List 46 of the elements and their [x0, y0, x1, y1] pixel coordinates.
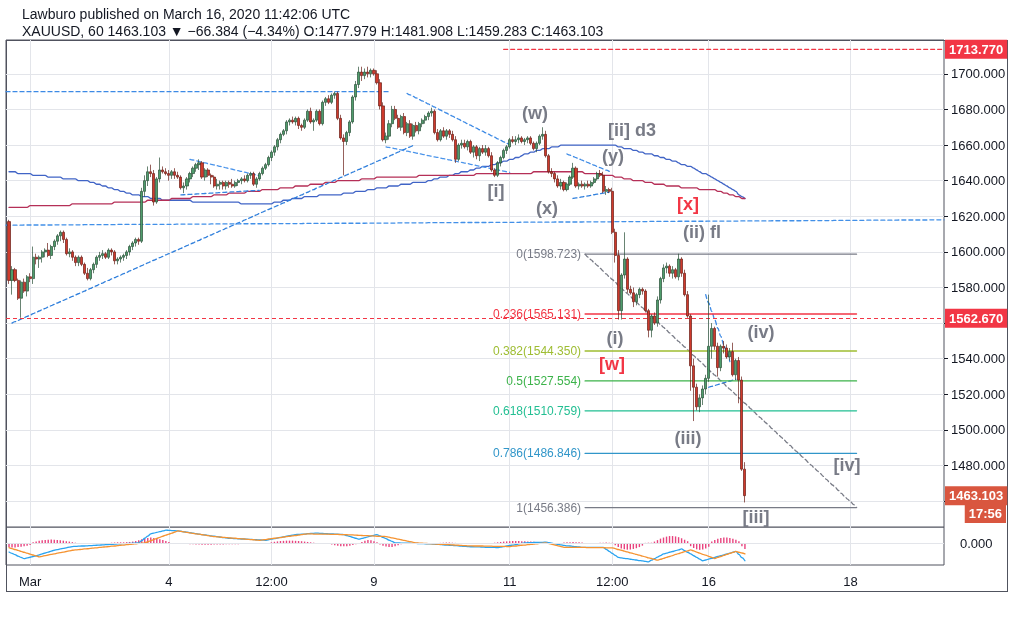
- annotation: (ii) fl: [683, 222, 721, 242]
- x-tick-label: 4: [165, 574, 173, 589]
- y-tick-label: 1660.000: [951, 137, 1006, 153]
- series-label: 0.786(1486.846): [493, 446, 582, 461]
- series-label: 0.618(1510.759): [493, 403, 582, 418]
- y-tick-label: 1620.000: [951, 208, 1006, 224]
- annotation: [i]: [487, 181, 505, 201]
- annotation: (iv): [747, 322, 775, 342]
- chart-title: Lawburo published on March 16, 2020 11:42:06 UTC: [22, 6, 351, 22]
- y-tick-label: 1640.000: [951, 173, 1006, 189]
- y-tick-label: 1540.000: [951, 351, 1006, 367]
- y-tick-label: 1500.000: [951, 422, 1006, 438]
- annotation: (x): [536, 198, 558, 218]
- ref-line-label: 0.000: [960, 535, 993, 551]
- chart-subtitle: XAUUSD, 60 1463.103 ▼ −66.384 (−4.34%) O:1477.979 H:1481.908 L:1459.283 C:1463.103: [22, 23, 604, 39]
- annotation: [ii] d3: [608, 120, 656, 140]
- x-tick-label: 16: [701, 574, 716, 589]
- text: 1463.103: [949, 488, 1004, 504]
- ref-line-label: 1562.670: [949, 310, 1004, 326]
- annotation: (iii): [674, 428, 702, 448]
- x-tick-label: 12:00: [255, 574, 288, 589]
- series-label: 0.5(1527.554): [506, 373, 582, 388]
- x-tick-label: Mar: [18, 574, 42, 589]
- series-label: 1713.770: [949, 41, 1004, 57]
- series-label: 0.382(1544.350): [493, 343, 582, 358]
- series-label: 1(1456.386): [516, 500, 582, 515]
- x-tick-label: 12:00: [595, 574, 629, 589]
- y-tick-label: 1700.000: [951, 66, 1006, 82]
- annotation: (i): [606, 328, 624, 348]
- annotation: [x]: [677, 194, 699, 214]
- y-tick-label: 1520.000: [951, 386, 1006, 402]
- annotation: [iv]: [833, 455, 861, 475]
- y-tick-label: 1580.000: [951, 280, 1006, 296]
- annotation: [w]: [599, 354, 625, 374]
- x-tick-label: 9: [370, 574, 378, 589]
- series-label: 0(1598.723): [516, 247, 582, 262]
- y-tick-label: 1480.000: [951, 458, 1006, 474]
- annotation: [iii]: [742, 507, 770, 527]
- x-tick-label: 11: [502, 574, 517, 589]
- series-label: 0.236(1565.131): [493, 306, 582, 321]
- text: 17:56: [968, 506, 1002, 521]
- x-tick-label: 18: [843, 574, 858, 589]
- annotation: (w): [522, 103, 548, 123]
- y-tick-label: 1600.000: [951, 244, 1006, 260]
- y-tick-label: 1680.000: [951, 101, 1006, 117]
- annotation: (y): [602, 146, 624, 166]
